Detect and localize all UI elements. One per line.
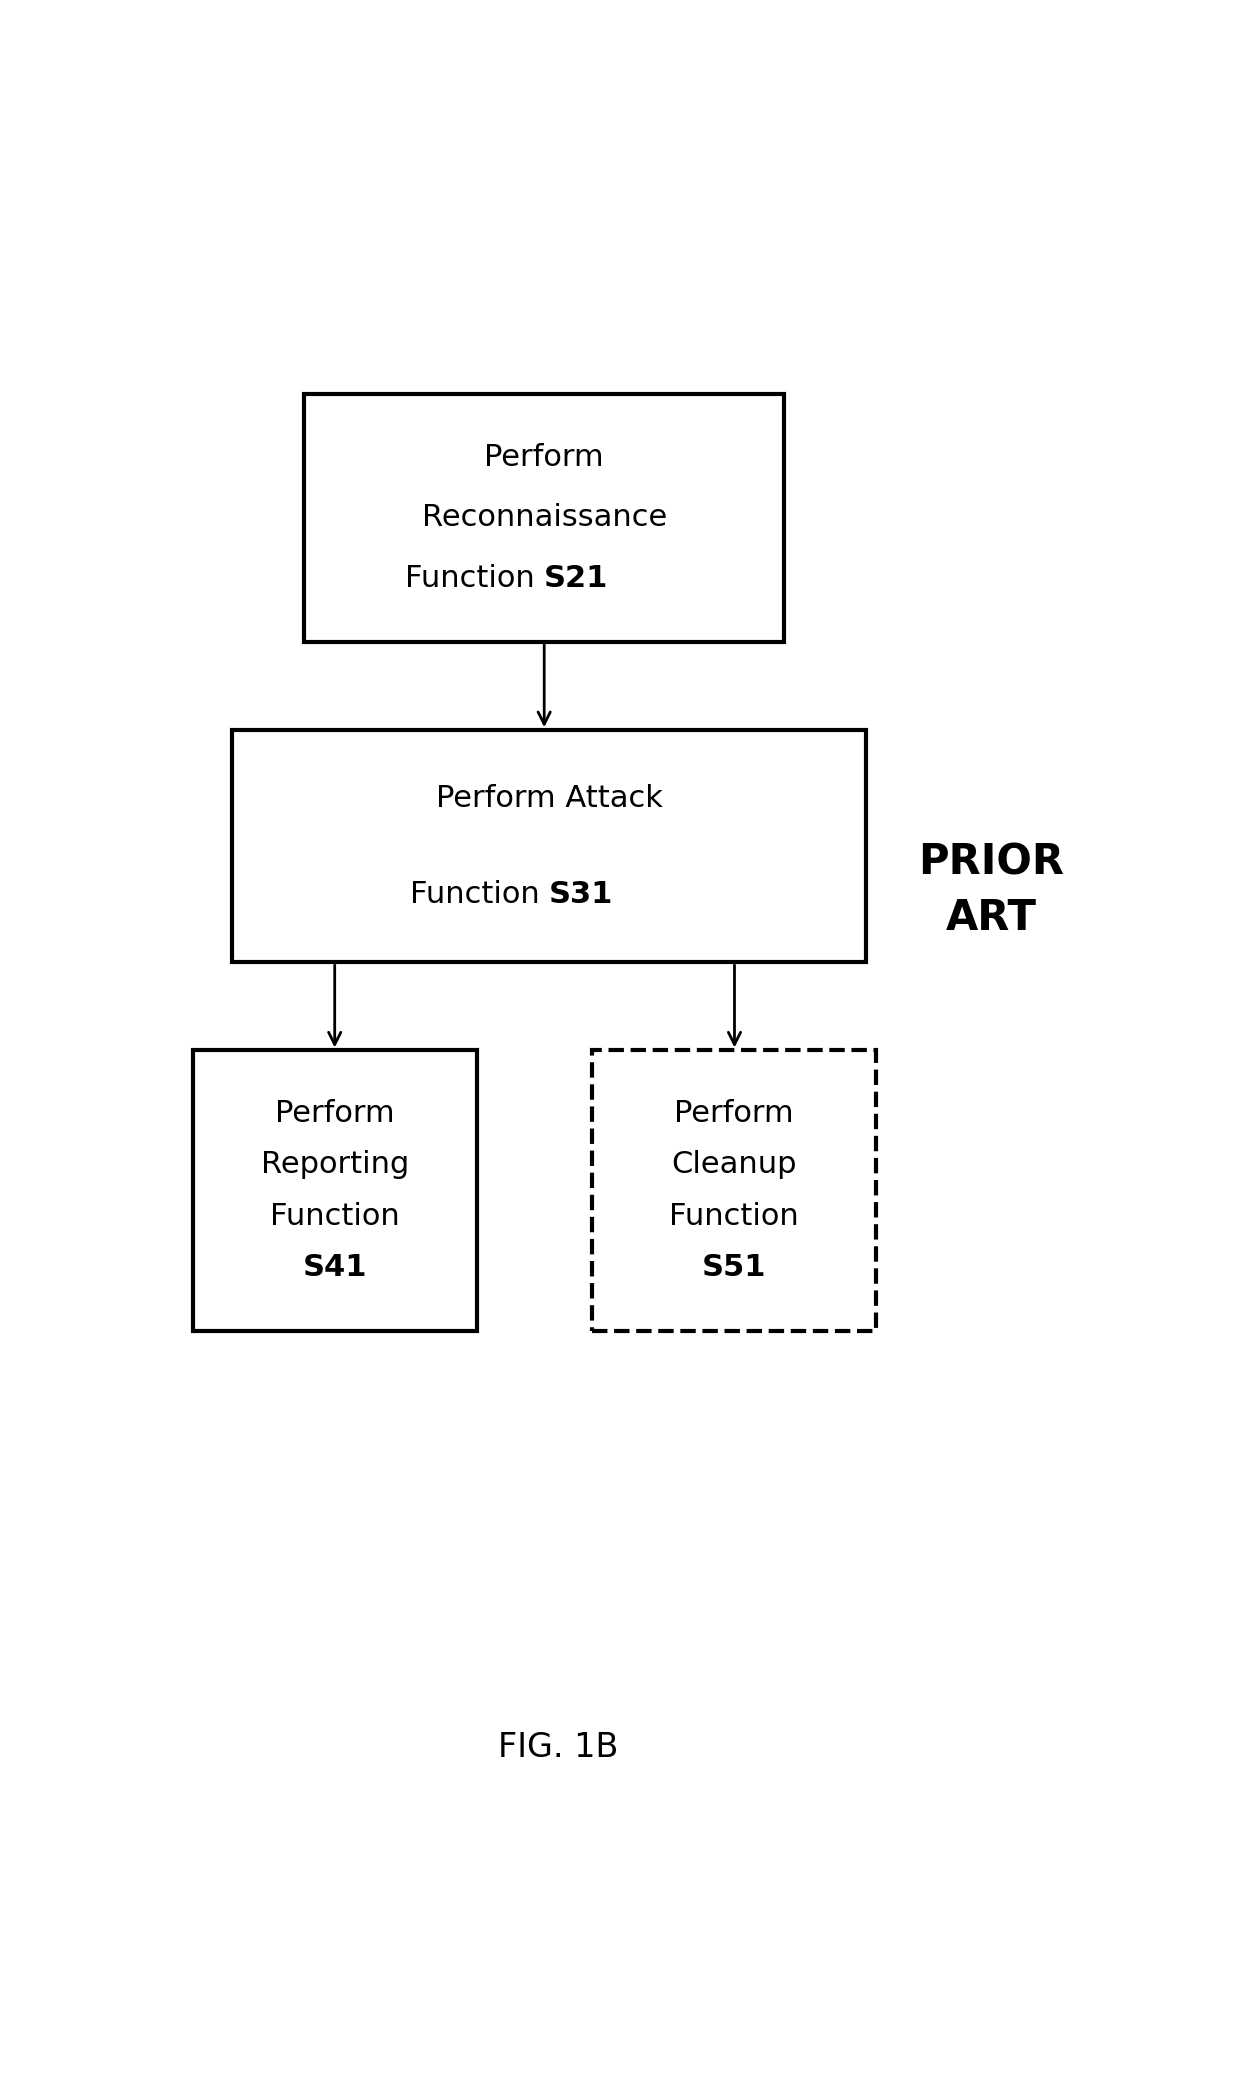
Text: S41: S41 (303, 1252, 367, 1281)
FancyBboxPatch shape (232, 730, 866, 963)
Text: Function: Function (409, 880, 549, 909)
Text: Function: Function (404, 564, 544, 593)
Text: Function S31: Function S31 (56, 1837, 254, 1866)
Text: FIG. 1B: FIG. 1B (498, 1731, 619, 1764)
Text: Perform: Perform (275, 1098, 396, 1127)
Text: S51: S51 (702, 1252, 766, 1281)
Text: S31: S31 (549, 880, 614, 909)
Text: Perform: Perform (675, 1098, 794, 1127)
Text: Function S21: Function S21 (56, 1837, 254, 1866)
Text: Reconnaissance: Reconnaissance (422, 503, 667, 532)
FancyBboxPatch shape (593, 1050, 875, 1331)
FancyBboxPatch shape (304, 393, 785, 643)
Text: Function: Function (670, 1202, 799, 1231)
FancyBboxPatch shape (193, 1050, 477, 1331)
Text: Function: Function (270, 1202, 401, 1231)
Text: PRIOR
ART: PRIOR ART (918, 842, 1064, 938)
Text: Perform Attack: Perform Attack (435, 784, 662, 813)
Text: S21: S21 (544, 564, 609, 593)
Text: Perform: Perform (485, 443, 604, 472)
Text: Reporting: Reporting (262, 1150, 409, 1179)
Text: Cleanup: Cleanup (671, 1150, 797, 1179)
